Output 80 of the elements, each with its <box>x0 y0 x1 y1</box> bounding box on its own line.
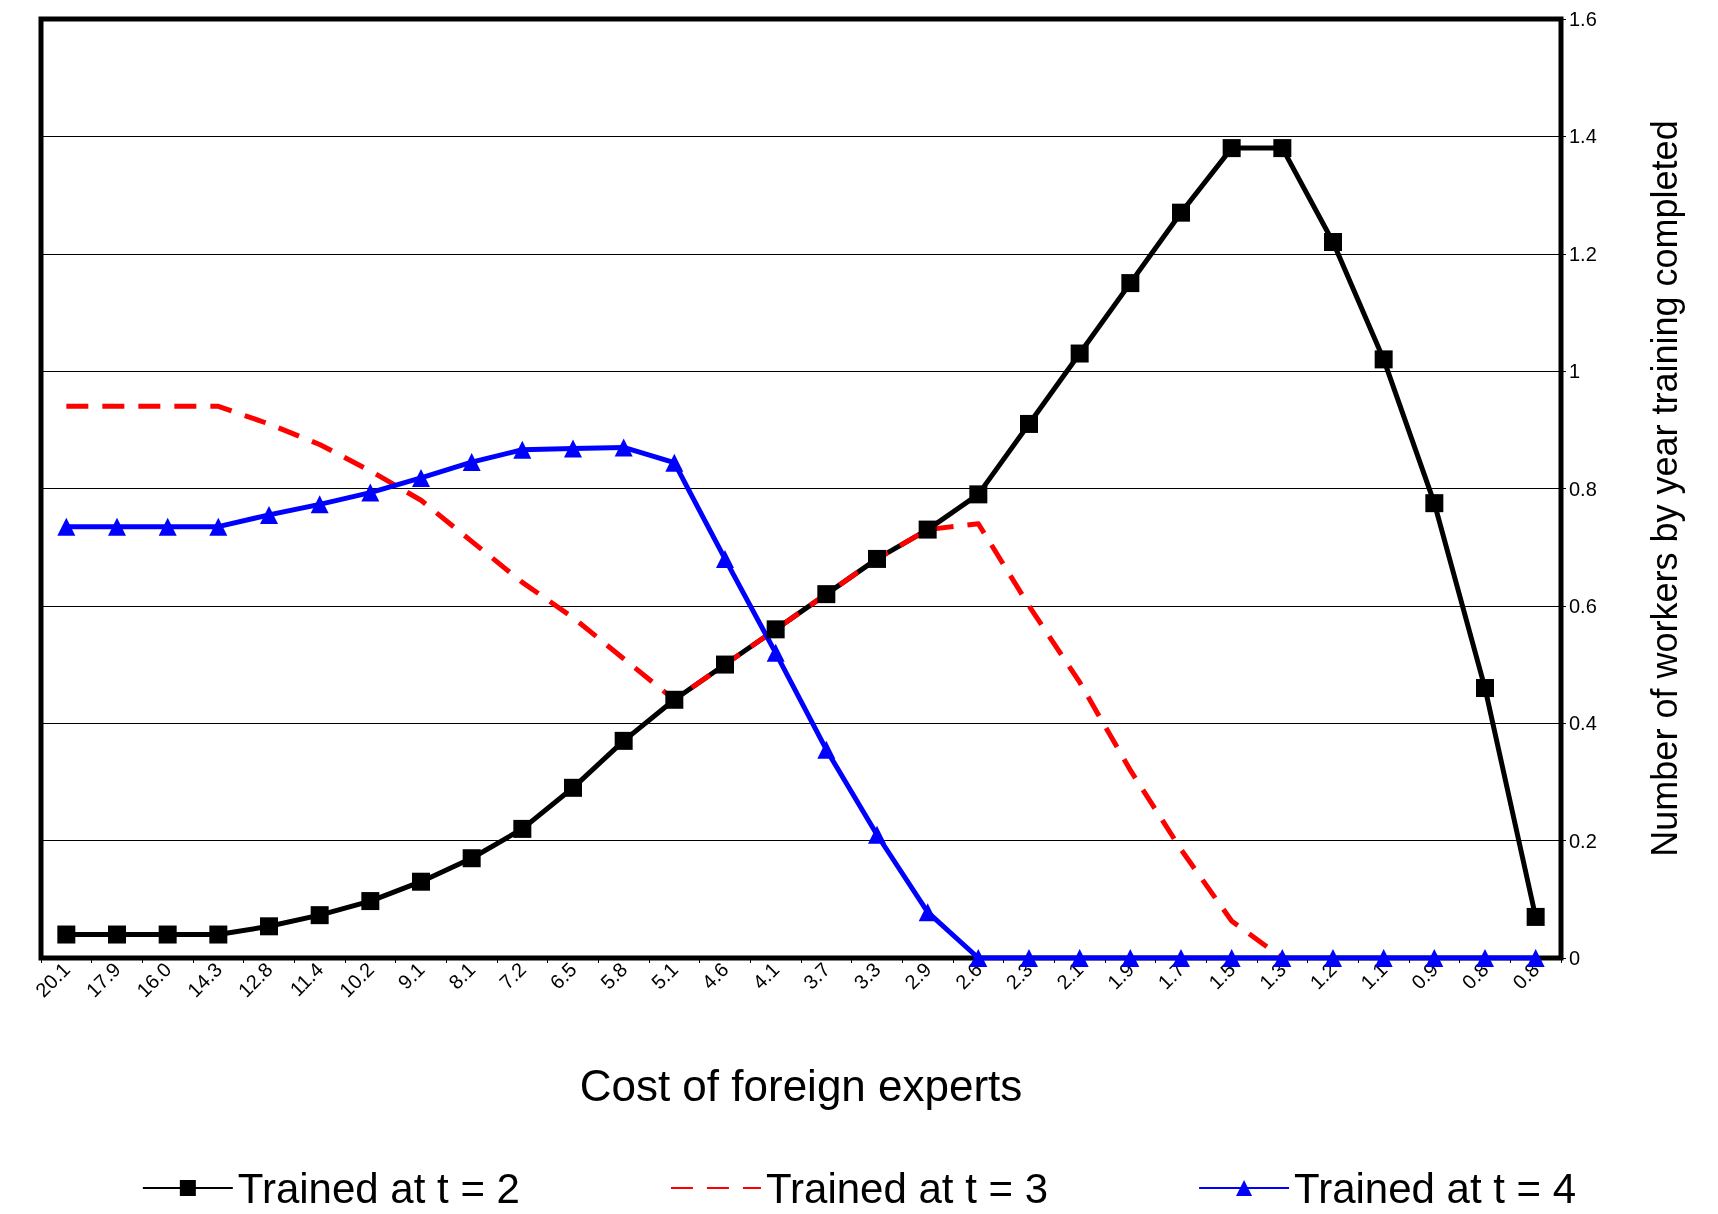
point <box>1273 139 1292 158</box>
x-tick-label: 11.4 <box>285 958 328 1001</box>
point <box>665 690 684 709</box>
point <box>716 655 734 674</box>
point <box>513 440 532 459</box>
x-tick-label: 7.2 <box>494 958 531 994</box>
x-tick-label: 5.1 <box>646 958 683 994</box>
point <box>716 549 734 568</box>
point <box>310 495 329 514</box>
point <box>57 517 76 536</box>
x-tick-label: 1.5 <box>1204 958 1240 994</box>
x-tick-label: 20.1 <box>31 958 75 1002</box>
point <box>361 483 380 502</box>
x-tick-label: 2.9 <box>900 958 936 994</box>
point <box>412 872 430 891</box>
point <box>1222 139 1241 158</box>
x-tick-label: 3.7 <box>798 958 835 994</box>
y-tick-label: 0.4 <box>1569 712 1597 735</box>
point <box>969 485 988 504</box>
point <box>1172 203 1190 222</box>
point <box>1324 233 1342 252</box>
point <box>868 825 886 844</box>
x-tick-label: 4.1 <box>748 958 784 994</box>
x-axis-title: Cost of foreign experts <box>579 1060 1023 1110</box>
point <box>310 906 329 925</box>
x-tick-label: 8.1 <box>444 958 480 994</box>
x-tick-label: 9.1 <box>393 958 429 994</box>
legend-label: Trained at t = 2 <box>237 1164 520 1212</box>
point <box>462 453 481 472</box>
point <box>57 925 76 944</box>
y-tick-label: 0 <box>1569 947 1581 969</box>
x-tick-label: 4.6 <box>697 958 733 994</box>
point <box>918 520 937 539</box>
point <box>209 925 228 944</box>
point <box>665 453 684 472</box>
point <box>1121 274 1140 293</box>
point <box>1425 494 1444 513</box>
y-tick-label: 0.2 <box>1569 829 1597 852</box>
point <box>614 438 633 457</box>
point <box>817 585 836 604</box>
point <box>209 517 228 536</box>
x-tick-label: 3.3 <box>849 958 885 994</box>
point <box>108 517 126 536</box>
y-tick-label: 1.2 <box>1569 242 1597 265</box>
point <box>766 643 785 662</box>
point <box>766 620 785 639</box>
x-tick-label: 16.0 <box>132 958 176 1002</box>
point <box>158 925 177 944</box>
legend-label: Trained at t = 3 <box>765 1164 1049 1212</box>
x-tick-label: 6.5 <box>545 958 581 994</box>
point <box>817 740 836 759</box>
point <box>260 505 278 524</box>
point <box>1476 679 1494 698</box>
y-tick-label: 0.6 <box>1569 594 1597 617</box>
x-tick-label: 1.1 <box>1356 958 1392 994</box>
y-tick-label: 1.6 <box>1569 8 1597 30</box>
point <box>513 819 532 838</box>
point <box>412 468 430 487</box>
point <box>1020 414 1038 433</box>
y-tick-label: 1 <box>1569 360 1581 383</box>
point <box>1374 350 1393 369</box>
x-tick-label: 5.8 <box>596 958 632 994</box>
point <box>1070 344 1089 363</box>
y-tick-label: 1.4 <box>1569 125 1597 148</box>
point <box>158 517 177 536</box>
y-axis-title: Number of workers by year training completed <box>1643 120 1685 857</box>
point <box>564 439 582 458</box>
point <box>918 903 937 922</box>
legend-label: Trained at t = 4 <box>1294 1164 1577 1212</box>
point <box>564 778 582 797</box>
x-tick-label: 2.1 <box>1052 958 1088 994</box>
point <box>108 925 126 944</box>
point <box>260 917 278 936</box>
x-tick-label: 2.6 <box>950 958 987 994</box>
point <box>1526 907 1545 926</box>
point <box>462 849 481 868</box>
point <box>361 892 380 911</box>
point <box>868 549 886 568</box>
y-tick-label: 0.8 <box>1569 477 1597 500</box>
point <box>614 731 633 750</box>
